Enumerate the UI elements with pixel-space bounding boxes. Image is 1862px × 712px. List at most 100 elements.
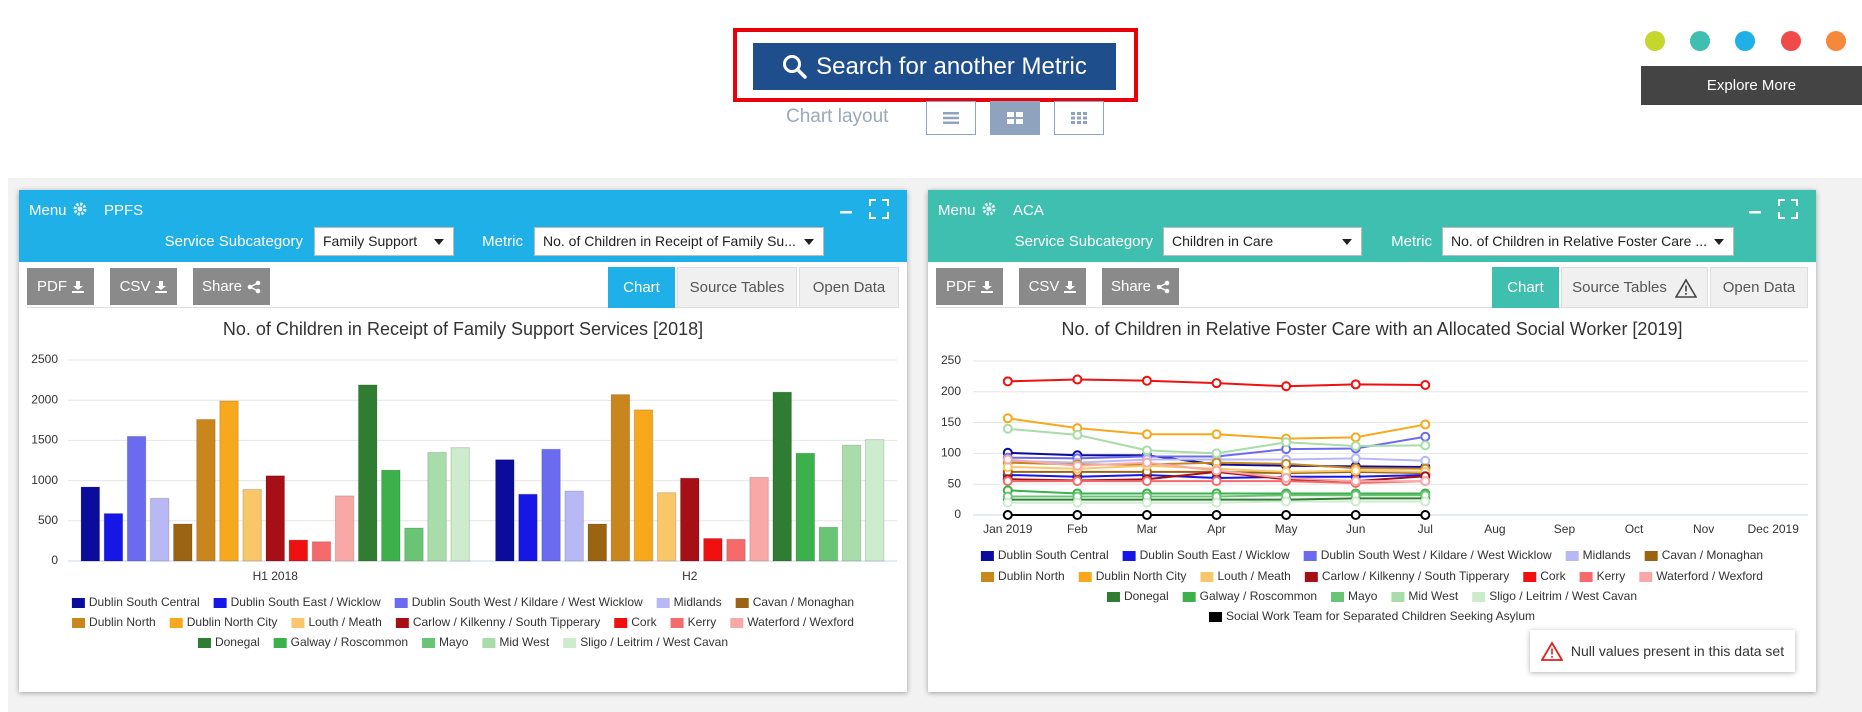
theme-dot[interactable] [1735,31,1755,51]
pdf-button[interactable]: PDF [936,268,1003,305]
legend-swatch [273,638,287,648]
x-tick-label: Jan 2019 [983,522,1033,536]
fullscreen[interactable] [1778,199,1798,219]
y-tick-label: 0 [954,507,961,521]
point [1350,510,1361,520]
point [1072,476,1083,487]
tab-chart[interactable]: Chart [608,267,675,308]
point [1350,379,1361,390]
search-button[interactable]: Search for another Metric [753,43,1116,90]
share-button[interactable]: Share [193,268,270,305]
share-button[interactable]: Share [1102,268,1179,305]
point [1420,496,1431,507]
icon [981,280,993,293]
legend-label: Dublin South Central [998,548,1109,562]
legend-swatch [1122,551,1136,561]
tab-chart[interactable]: Chart [1492,267,1559,308]
legend-label: Cavan / Monaghan [753,595,854,609]
gear-icon[interactable] [73,202,87,216]
icon [1071,112,1087,124]
label: Share [1110,278,1152,295]
minimize[interactable] [1748,202,1762,216]
fullscreen[interactable] [869,199,889,219]
icon [1007,112,1023,124]
point [1420,510,1431,520]
tab-source[interactable]: Source Tables [1561,267,1708,308]
x-tick-label: Mar [1137,522,1158,536]
legend-swatch [1472,592,1486,602]
y-tick-label: 0 [51,553,58,567]
bar [772,391,792,562]
subcategory-select[interactable]: Family Support [314,227,454,256]
x-tick-label: Oct [1625,522,1644,536]
label: PDF [37,278,67,295]
layout-grid-2[interactable] [990,101,1040,135]
theme-dot[interactable] [1826,31,1846,51]
legend-row: Dublin North Dublin North City Louth / Mea… [981,569,1763,583]
tab-open-data[interactable]: Open Data [799,267,899,308]
y-tick-label: 500 [38,513,58,527]
point [1211,476,1222,487]
legend-swatch [981,572,995,582]
metric-select[interactable]: No. of Children in Relative Foster Care … [1442,227,1734,256]
legend-label: Mid West [1408,589,1458,603]
bar [633,409,654,562]
tab-rule [27,307,899,308]
bar [404,527,424,562]
point [1350,496,1361,507]
legend-label: Sligo / Leitrim / West Cavan [1489,589,1637,603]
legend-label: Kerry [688,615,717,629]
legend-row: Social Work Team for Separated Children … [1208,609,1535,623]
point [1211,465,1222,476]
tab-open-data[interactable]: Open Data [1710,267,1808,308]
metric-select[interactable]: No. of Children in Receipt of Family Su.… [534,227,824,256]
bar [841,444,862,562]
tab-source[interactable]: Source Tables [677,267,797,308]
legend-swatch [1182,592,1196,602]
legend-label: Carlow / Kilkenny / South Tipperary [1322,569,1509,583]
point [1141,457,1152,468]
point [1211,429,1222,440]
legend-swatch [614,618,628,628]
bar [334,495,355,562]
theme-dot[interactable] [1645,31,1665,51]
legend-swatch [1106,592,1120,602]
point [1350,441,1361,452]
theme-dot[interactable] [1690,31,1710,51]
subcategory-select[interactable]: Children in Care [1163,227,1362,256]
pdf-button[interactable]: PDF [27,268,94,305]
menu[interactable]: Menu [29,202,67,219]
csv-button[interactable]: CSV [110,268,177,305]
legend-row: Donegal Galway / Roscommon Mayo Mid West Sli… [1106,589,1637,603]
legend-label: Cork [1540,569,1566,583]
label: PDF [946,278,976,295]
csv-button[interactable]: CSV [1019,268,1086,305]
bar [311,541,332,562]
point [1281,458,1292,469]
legend-swatch [1078,572,1092,582]
icon [155,280,168,293]
bar [587,523,608,562]
y-tick-label: 150 [941,415,961,429]
minimize[interactable] [839,202,853,216]
legend-label: Sligo / Leitrim / West Cavan [580,635,728,649]
legend-label: Louth / Meath [308,615,381,629]
gear-icon[interactable] [982,202,996,216]
point [1281,381,1292,392]
panel-header: Menu ACA Service Subcategory Children in… [928,190,1816,262]
label: Source Tables [1572,279,1667,296]
explore-button[interactable]: Explore More [1641,66,1862,105]
theme-dot[interactable] [1781,31,1801,51]
bar [103,513,124,562]
bar [196,418,216,562]
layout-list[interactable] [926,101,976,135]
bar [541,448,561,562]
bar [149,497,170,562]
menu[interactable]: Menu [938,202,976,219]
legend-label: Dublin South East / Wicklow [1140,548,1290,562]
layout-grid-3[interactable] [1054,101,1104,135]
y-tick-label: 50 [948,476,962,490]
bar [381,469,401,562]
warning-icon [1540,641,1563,661]
bar [749,476,769,562]
